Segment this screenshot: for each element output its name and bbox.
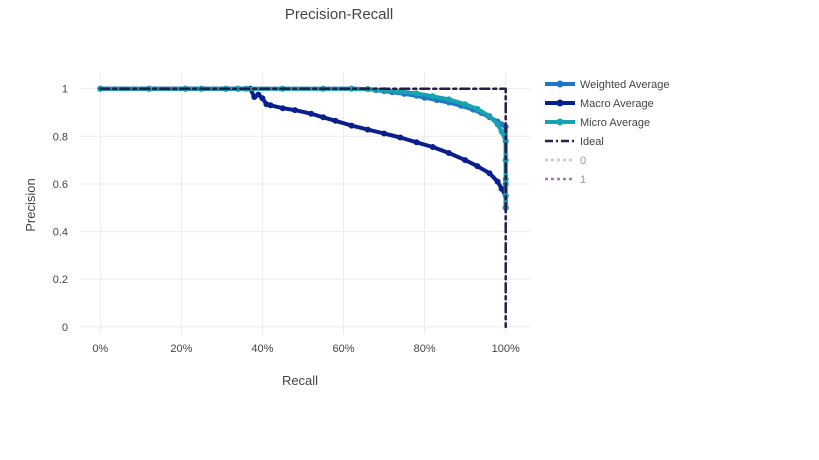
legend-item-1[interactable]: 1 — [545, 174, 586, 186]
x-tick-label: 20% — [170, 343, 192, 355]
legend-item-0[interactable]: 0 — [545, 155, 586, 167]
legend-item-ideal[interactable]: Ideal — [545, 136, 604, 148]
data-point — [429, 93, 436, 100]
data-point — [462, 157, 469, 164]
y-tick-label: 1 — [62, 84, 68, 96]
x-tick-label: 80% — [414, 343, 436, 355]
x-axis-title: Recall — [282, 373, 318, 388]
legend-label: 1 — [580, 174, 586, 186]
series-weighted-average — [97, 85, 509, 211]
data-point — [332, 117, 339, 124]
data-point — [267, 102, 274, 109]
data-point — [494, 178, 501, 185]
data-point — [235, 85, 242, 92]
data-point — [486, 170, 493, 177]
legend-item-micro-average[interactable]: Micro Average — [545, 117, 650, 129]
data-point — [474, 105, 481, 112]
data-point — [364, 126, 371, 133]
data-point — [445, 96, 452, 103]
data-point — [498, 185, 505, 192]
chart-title: Precision-Recall — [285, 6, 393, 23]
x-tick-label: 40% — [251, 343, 273, 355]
legend-label: 0 — [580, 155, 586, 167]
y-tick-label: 0.6 — [53, 179, 68, 191]
series-layer — [97, 85, 509, 329]
data-point — [397, 134, 404, 141]
data-point — [413, 90, 420, 97]
legend-item-macro-average[interactable]: Macro Average — [545, 98, 654, 110]
data-point — [308, 110, 315, 117]
data-point — [462, 101, 469, 108]
legend-marker — [556, 99, 564, 107]
data-point — [348, 122, 355, 129]
data-point — [279, 105, 286, 112]
x-tick-label: 100% — [492, 343, 520, 355]
data-point — [320, 114, 327, 121]
legend[interactable]: Weighted Average Macro Average Micro Avera… — [545, 79, 670, 186]
series-line — [98, 86, 508, 210]
x-tick-label: 0% — [92, 343, 108, 355]
tick-labels: 0% 20% 40% 60% 80% 100% 0 0.2 0.4 0.6 0.8 1 — [53, 84, 520, 355]
y-tick-label: 0.8 — [53, 131, 68, 143]
legend-marker — [556, 118, 564, 126]
data-point — [494, 121, 501, 128]
legend-label: Ideal — [580, 136, 604, 148]
data-point — [381, 130, 388, 137]
series-line — [98, 86, 508, 210]
series-ideal — [99, 87, 507, 329]
legend-label: Weighted Average — [580, 79, 670, 91]
data-point — [413, 139, 420, 146]
y-tick-label: 0 — [62, 322, 68, 334]
series-line — [98, 86, 508, 210]
legend-marker — [556, 80, 564, 88]
y-axis-title: Precision — [23, 178, 38, 231]
legend-label: Macro Average — [580, 98, 654, 110]
data-point — [486, 113, 493, 120]
data-point — [474, 163, 481, 170]
data-point — [429, 144, 436, 150]
data-point — [445, 150, 452, 156]
data-point — [502, 138, 509, 145]
series-line — [99, 87, 507, 329]
data-point — [498, 128, 505, 135]
data-point — [291, 107, 298, 114]
data-point — [259, 95, 266, 102]
legend-item-weighted-average[interactable]: Weighted Average — [545, 79, 670, 91]
data-point — [397, 88, 404, 95]
data-point — [255, 91, 262, 98]
legend-label: Micro Average — [580, 117, 650, 129]
y-tick-label: 0.4 — [53, 227, 68, 239]
x-tick-label: 60% — [332, 343, 354, 355]
data-point — [348, 85, 355, 92]
y-tick-label: 0.2 — [53, 274, 68, 286]
